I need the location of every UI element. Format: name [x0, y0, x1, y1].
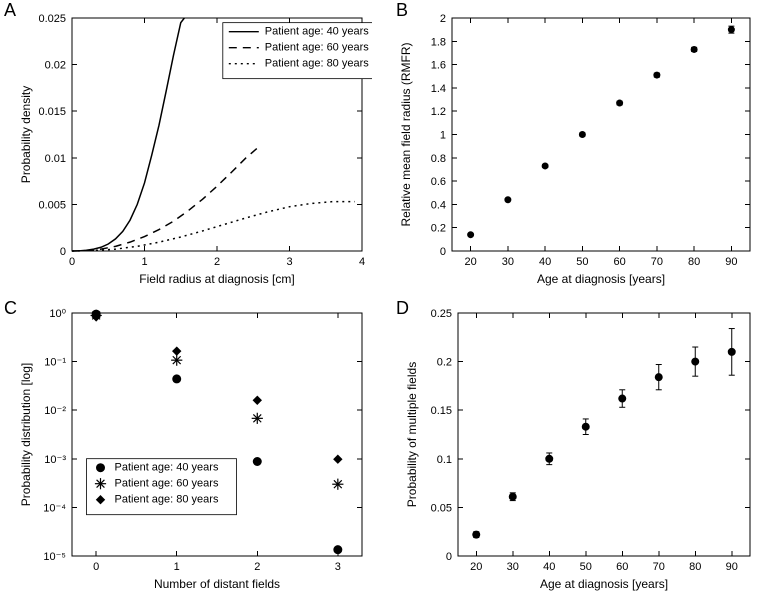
svg-text:10⁻⁴: 10⁻⁴: [43, 502, 66, 514]
panel-d-chart: 20 30 40 50 60 70 80 90 0 0.05 0.1 0.15 0.2 0.25 Age a…: [400, 303, 760, 598]
svg-text:30: 30: [507, 561, 519, 573]
svg-text:3: 3: [286, 256, 292, 268]
svg-text:Probability distribution [log]: Probability distribution [log]: [19, 363, 33, 506]
svg-text:0: 0: [446, 551, 452, 563]
svg-text:1: 1: [440, 130, 446, 142]
svg-text:20: 20: [470, 561, 482, 573]
svg-text:90: 90: [726, 561, 738, 573]
svg-text:Field radius at diagnosis [cm]: Field radius at diagnosis [cm]: [139, 272, 294, 286]
svg-text:0: 0: [93, 561, 99, 573]
svg-text:0.15: 0.15: [431, 405, 452, 417]
svg-text:70: 70: [651, 256, 663, 268]
svg-text:0: 0: [60, 246, 66, 258]
svg-text:Patient age: 60 years: Patient age: 60 years: [265, 42, 369, 54]
svg-text:0: 0: [440, 246, 446, 258]
svg-text:0.25: 0.25: [431, 308, 452, 320]
svg-text:10⁻³: 10⁻³: [44, 454, 66, 466]
svg-text:10⁻¹: 10⁻¹: [44, 357, 66, 369]
svg-text:0.2: 0.2: [431, 223, 446, 235]
svg-text:40: 40: [539, 256, 551, 268]
svg-text:2: 2: [254, 561, 260, 573]
svg-text:70: 70: [653, 561, 665, 573]
svg-text:Patient age: 40 years: Patient age: 40 years: [265, 26, 369, 38]
svg-text:0.1: 0.1: [437, 454, 452, 466]
svg-text:0.4: 0.4: [431, 199, 446, 211]
svg-text:1.2: 1.2: [431, 106, 446, 118]
svg-text:Patient age: 40 years: Patient age: 40 years: [115, 462, 219, 474]
svg-text:10⁰: 10⁰: [49, 308, 66, 320]
svg-text:Probability of multiple fields: Probability of multiple fields: [405, 362, 419, 507]
svg-text:2: 2: [214, 256, 220, 268]
svg-text:0.005: 0.005: [38, 199, 66, 211]
svg-text:60: 60: [614, 256, 626, 268]
svg-text:1.6: 1.6: [431, 60, 446, 72]
svg-text:0.8: 0.8: [431, 153, 446, 165]
svg-text:Patient age: 80 years: Patient age: 80 years: [115, 494, 219, 506]
svg-text:50: 50: [576, 256, 588, 268]
svg-text:1: 1: [141, 256, 147, 268]
panel-b-chart: 20 30 40 50 60 70 80 90 0 0.2 0.4 0.6 0.8 1 1.2 1.4 1.6 1…: [400, 8, 760, 293]
svg-text:Probability density: Probability density: [19, 86, 33, 183]
svg-text:Patient age: 60 years: Patient age: 60 years: [115, 478, 219, 490]
svg-text:4: 4: [359, 256, 365, 268]
svg-text:Relative mean field radius (RM: Relative mean field radius (RMFR): [400, 42, 413, 226]
svg-text:0.025: 0.025: [38, 13, 66, 25]
svg-text:0.015: 0.015: [38, 106, 66, 118]
svg-text:1.8: 1.8: [431, 36, 446, 48]
svg-text:0.6: 0.6: [431, 176, 446, 188]
svg-text:90: 90: [725, 256, 737, 268]
svg-text:80: 80: [688, 256, 700, 268]
svg-text:60: 60: [616, 561, 628, 573]
svg-text:10⁻²: 10⁻²: [44, 405, 66, 417]
svg-text:80: 80: [689, 561, 701, 573]
svg-text:3: 3: [335, 561, 341, 573]
svg-text:50: 50: [580, 561, 592, 573]
panel-c-chart: 0 1 2 3 10⁻⁵ 10⁻⁴ 10⁻³ 10⁻² 10⁻¹ 10⁰ Number of dis…: [12, 303, 372, 598]
svg-text:0.01: 0.01: [45, 153, 66, 165]
svg-text:10⁻⁵: 10⁻⁵: [43, 551, 66, 563]
svg-text:40: 40: [543, 561, 555, 573]
svg-text:20: 20: [465, 256, 477, 268]
svg-text:0.05: 0.05: [431, 502, 452, 514]
svg-text:0.2: 0.2: [437, 357, 452, 369]
svg-text:Age at diagnosis [years]: Age at diagnosis [years]: [540, 577, 668, 591]
figure: A 0123400.0050.010.0150.020.025Field rad…: [0, 0, 762, 600]
svg-text:2: 2: [440, 13, 446, 25]
svg-text:Patient age: 80 years: Patient age: 80 years: [265, 58, 369, 70]
svg-text:0.02: 0.02: [45, 60, 66, 72]
svg-text:Number of distant fields: Number of distant fields: [154, 577, 280, 591]
panel-a-chart: 0 1 2 3 4 0 0.005 0.01 0.015 0.02 0.025 Field radiu…: [12, 8, 372, 293]
svg-text:1.4: 1.4: [431, 83, 446, 95]
svg-text:1: 1: [174, 561, 180, 573]
svg-text:Age at diagnosis [years]: Age at diagnosis [years]: [537, 272, 665, 286]
svg-text:0: 0: [69, 256, 75, 268]
svg-text:30: 30: [502, 256, 514, 268]
